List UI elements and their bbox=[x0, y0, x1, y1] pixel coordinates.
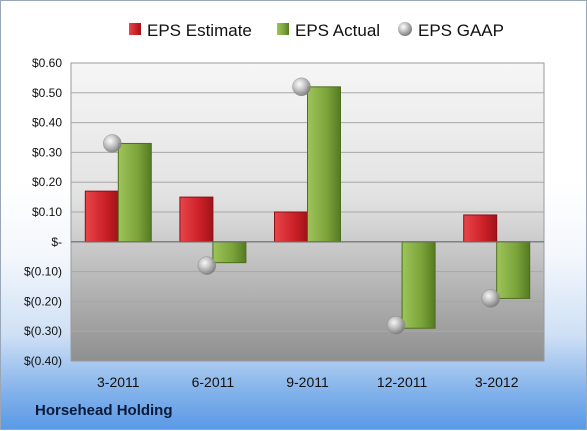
gaap-marker bbox=[292, 77, 311, 97]
legend-item-estimate: EPS Estimate bbox=[129, 21, 252, 40]
y-tick-label: $(0.20) bbox=[24, 294, 62, 308]
y-tick-label: $0.30 bbox=[32, 145, 62, 159]
legend-marker-gaap bbox=[398, 22, 412, 36]
x-tick-label: 12-2011 bbox=[377, 374, 428, 390]
y-tick-label: $(0.30) bbox=[24, 324, 62, 338]
estimate-bar bbox=[84, 190, 119, 243]
x-tick-label: 3-2011 bbox=[97, 374, 140, 390]
y-tick-label: $0.40 bbox=[32, 116, 62, 130]
estimate-bar bbox=[463, 214, 498, 243]
y-tick-label: $(0.10) bbox=[24, 265, 62, 279]
gaap-marker bbox=[103, 134, 122, 153]
company-name: Horsehead Holding bbox=[35, 402, 173, 419]
x-axis: 3-2011 6-2011 9-2011 12-2011 3-2012 bbox=[97, 374, 519, 390]
gaap-marker bbox=[481, 289, 500, 308]
y-tick-label: $(0.40) bbox=[24, 354, 62, 368]
y-tick-label: $- bbox=[51, 235, 62, 249]
gaap-markers bbox=[103, 77, 500, 335]
legend: EPS Estimate EPS Actual EPS GAAP bbox=[129, 21, 504, 40]
x-tick-label: 3-2012 bbox=[475, 374, 519, 390]
y-tick-label: $0.60 bbox=[32, 56, 62, 70]
actual-bar bbox=[401, 241, 436, 329]
legend-item-gaap: EPS GAAP bbox=[398, 21, 504, 40]
y-tick-label: $0.50 bbox=[32, 86, 62, 100]
y-axis: $0.60 $0.50 $0.40 $0.30 $0.20 $0.10 $- $(0.10) $… bbox=[24, 56, 62, 368]
estimate-bar bbox=[274, 211, 308, 243]
actual-bar bbox=[117, 142, 152, 243]
legend-swatch-actual bbox=[277, 23, 289, 35]
gaap-marker bbox=[197, 256, 217, 275]
x-tick-label: 9-2011 bbox=[286, 374, 329, 390]
actual-bar bbox=[307, 86, 341, 243]
estimate-bar bbox=[179, 196, 214, 243]
y-tick-label: $0.10 bbox=[32, 205, 62, 219]
legend-label-gaap: EPS GAAP bbox=[418, 21, 504, 40]
legend-label-estimate: EPS Estimate bbox=[147, 21, 252, 40]
legend-label-actual: EPS Actual bbox=[295, 21, 380, 40]
legend-swatch-estimate bbox=[129, 23, 141, 35]
actual-bar bbox=[496, 241, 531, 299]
legend-item-actual: EPS Actual bbox=[277, 21, 380, 40]
actual-bar bbox=[212, 241, 247, 264]
y-tick-label: $0.20 bbox=[32, 175, 62, 189]
x-tick-label: 6-2011 bbox=[192, 374, 235, 390]
gaap-marker bbox=[386, 315, 406, 335]
